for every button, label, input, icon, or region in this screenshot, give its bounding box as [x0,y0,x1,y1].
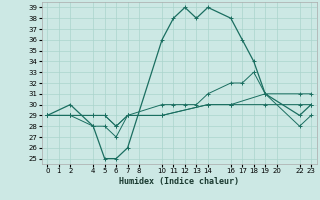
X-axis label: Humidex (Indice chaleur): Humidex (Indice chaleur) [119,177,239,186]
